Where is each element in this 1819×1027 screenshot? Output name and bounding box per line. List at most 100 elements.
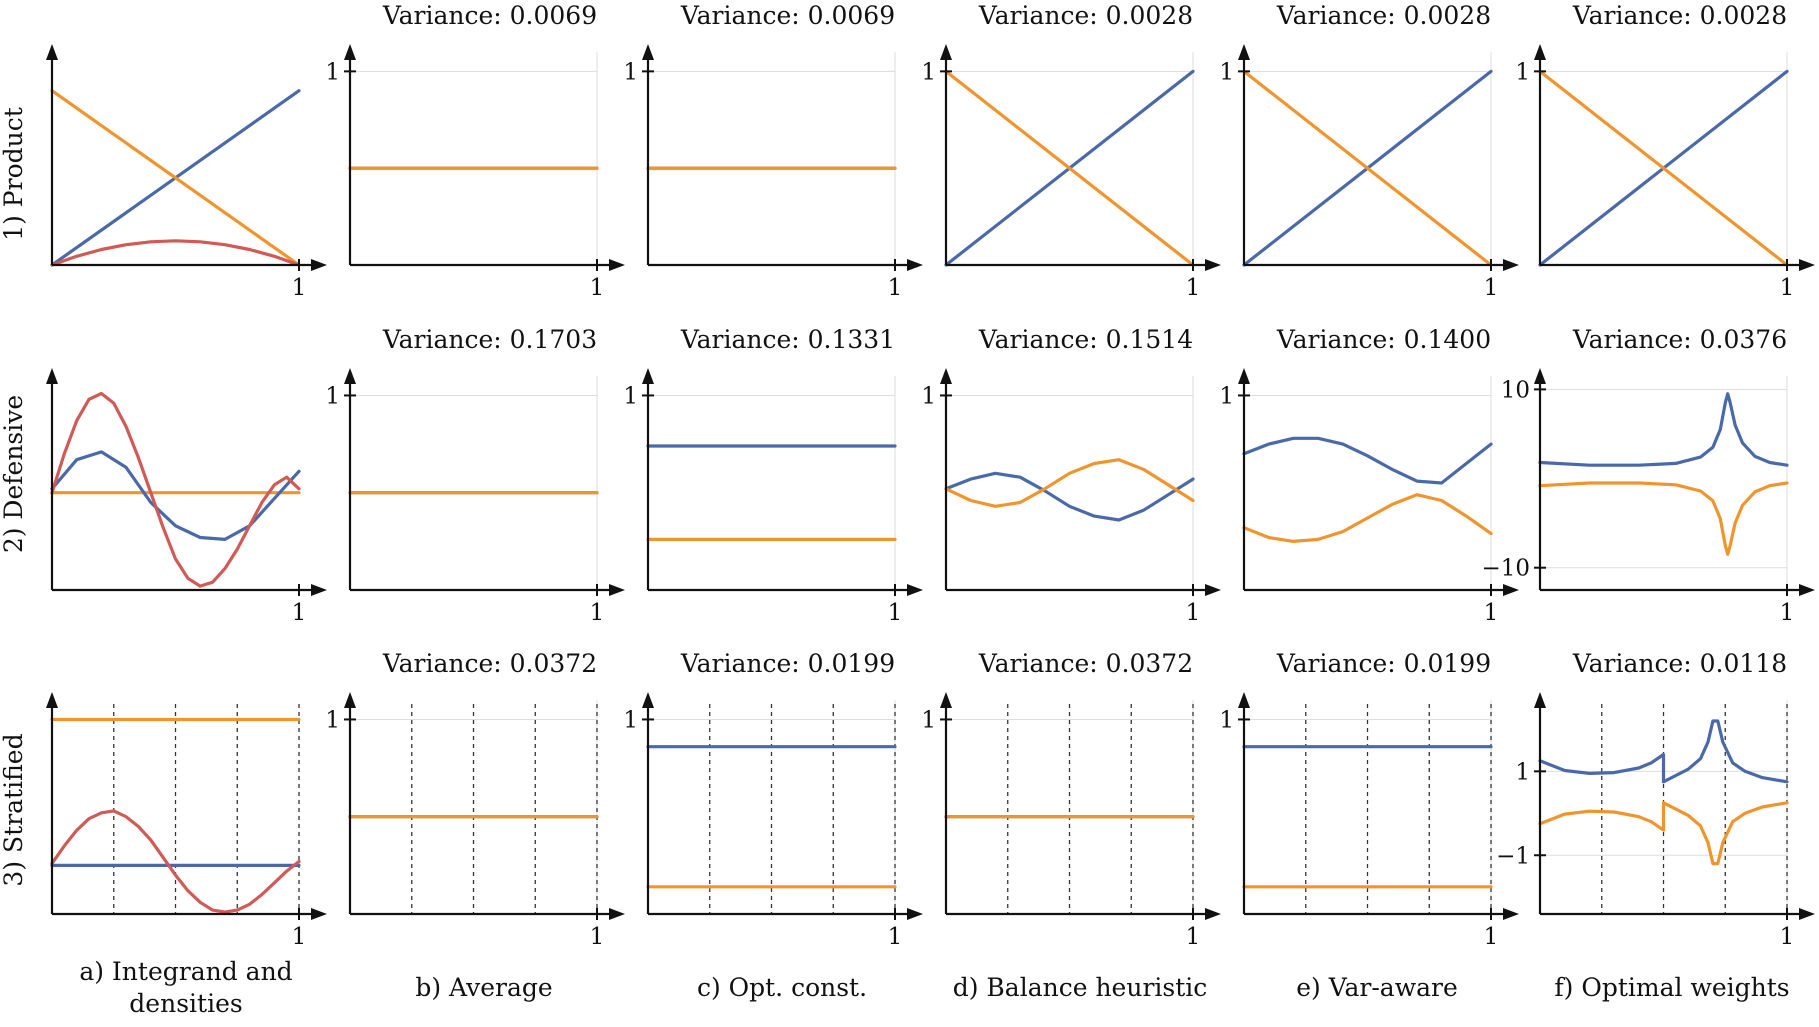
panel-2c-y-tick-label-0: 1 <box>623 383 638 409</box>
panel-3f: Variance: 0.0118 1 1 −1 <box>1496 649 1815 950</box>
panel-3a-x-tick-label-0: 1 <box>292 924 307 950</box>
row-label-defensive: 2) Defensive <box>0 395 28 553</box>
panel-3c: Variance: 0.0199 1 1 <box>623 649 923 950</box>
panel-2c-variance-title: Variance: 0.1331 <box>680 325 895 354</box>
panel-3e-x-axis-arrowhead <box>1503 908 1519 920</box>
panel-2b-y-axis-arrowhead <box>344 368 356 384</box>
panel-1f-x-tick-label-0: 1 <box>1780 275 1795 301</box>
panel-3f-y-tick-label-1: −1 <box>1496 843 1530 869</box>
panel-2a-y-axis-arrowhead <box>46 368 58 384</box>
panel-2a: 1 <box>46 368 327 626</box>
panel-3f-series-orange <box>1538 801 1789 866</box>
panel-2c-y-axis-arrowhead <box>642 368 654 384</box>
panel-3f-x-tick-label-0: 1 <box>1780 924 1795 950</box>
column-label-optimal-weights: f) Optimal weights <box>1554 973 1789 1002</box>
panel-1c-x-axis-arrowhead <box>907 259 923 271</box>
panel-2e-series-orange <box>1242 493 1493 544</box>
panel-3c-y-axis-arrowhead <box>642 692 654 708</box>
panel-3b-x-tick-label-0: 1 <box>590 924 605 950</box>
panel-2e-series-blue <box>1242 436 1493 485</box>
panel-1a-x-tick-label-0: 1 <box>292 275 307 301</box>
panel-1e-x-tick-label-0: 1 <box>1484 275 1499 301</box>
column-label-integrand-line1: a) Integrand and <box>79 957 292 986</box>
panel-1d: Variance: 0.0028 1 1 <box>921 1 1221 301</box>
column-label-integrand-line2: densities <box>129 989 242 1018</box>
panel-2f-x-tick-label-0: 1 <box>1780 600 1795 626</box>
panel-1d-x-axis-arrowhead <box>1205 259 1221 271</box>
panel-3b: Variance: 0.0372 1 1 <box>325 649 625 950</box>
panel-3a: 1 <box>46 692 327 950</box>
panel-2d: Variance: 0.1514 1 1 <box>921 325 1221 626</box>
panel-1c-variance-title: Variance: 0.0069 <box>680 1 895 30</box>
panel-3d: Variance: 0.0372 1 1 <box>921 649 1221 950</box>
panel-1e-y-tick-label-0: 1 <box>1219 59 1234 85</box>
panel-3c-x-axis-arrowhead <box>907 908 923 920</box>
panel-2a-x-tick-label-0: 1 <box>292 600 307 626</box>
panel-2d-y-tick-label-0: 1 <box>921 383 936 409</box>
column-label-balance-heuristic: d) Balance heuristic <box>953 973 1208 1002</box>
panel-3a-y-axis-arrowhead <box>46 692 58 708</box>
panel-3f-variance-title: Variance: 0.0118 <box>1572 649 1787 678</box>
panel-2d-series-orange <box>944 458 1195 508</box>
panel-1e-x-axis-arrowhead <box>1503 259 1519 271</box>
column-label-average: b) Average <box>415 973 552 1002</box>
panel-2d-x-axis-arrowhead <box>1205 584 1221 596</box>
panel-3e-y-axis-arrowhead <box>1238 692 1250 708</box>
panel-1b-y-axis-arrowhead <box>344 44 356 60</box>
panel-2b-x-tick-label-0: 1 <box>590 600 605 626</box>
panel-1f-variance-title: Variance: 0.0028 <box>1572 1 1787 30</box>
panel-1f-y-axis-arrowhead <box>1534 44 1546 60</box>
panel-2f-series-blue <box>1538 392 1789 467</box>
panel-3d-x-axis-arrowhead <box>1205 908 1221 920</box>
panel-2c-x-tick-label-0: 1 <box>888 600 903 626</box>
panel-3c-x-tick-label-0: 1 <box>888 924 903 950</box>
panel-2c-x-axis-arrowhead <box>907 584 923 596</box>
panel-3f-y-tick-label-0: 1 <box>1515 759 1530 785</box>
panel-3d-x-tick-label-0: 1 <box>1186 924 1201 950</box>
panel-3f-series-blue <box>1538 719 1789 784</box>
panel-1d-variance-title: Variance: 0.0028 <box>978 1 1193 30</box>
panel-3f-y-axis-arrowhead <box>1534 692 1546 708</box>
panel-1e-series-orange <box>1242 69 1493 267</box>
panel-2e-y-axis-arrowhead <box>1238 368 1250 384</box>
panel-2f-y-axis-arrowhead <box>1534 368 1546 384</box>
panel-1b: Variance: 0.0069 1 1 <box>325 1 625 301</box>
panel-2c: Variance: 0.1331 1 1 <box>623 325 923 626</box>
panel-1c-y-axis-arrowhead <box>642 44 654 60</box>
panel-1e-variance-title: Variance: 0.0028 <box>1276 1 1491 30</box>
row-label-stratified: 3) Stratified <box>0 733 28 886</box>
panel-2d-y-axis-arrowhead <box>940 368 952 384</box>
column-label-opt-const: c) Opt. const. <box>697 973 867 1002</box>
panel-2d-x-tick-label-0: 1 <box>1186 600 1201 626</box>
panel-1f: Variance: 0.0028 1 1 <box>1515 1 1815 301</box>
panel-3b-variance-title: Variance: 0.0372 <box>382 649 597 678</box>
panel-2d-variance-title: Variance: 0.1514 <box>978 325 1193 354</box>
row-label-product: 1) Product <box>0 107 28 241</box>
panel-2b-x-axis-arrowhead <box>609 584 625 596</box>
panel-1b-y-tick-label-0: 1 <box>325 59 340 85</box>
panel-1a-x-axis-arrowhead <box>311 259 327 271</box>
panel-1a-y-axis-arrowhead <box>46 44 58 60</box>
panel-2e-variance-title: Variance: 0.1400 <box>1276 325 1491 354</box>
panel-2a-x-axis-arrowhead <box>311 584 327 596</box>
panel-1d-y-tick-label-0: 1 <box>921 59 936 85</box>
panel-3a-series-red <box>50 809 301 914</box>
panel-1d-x-tick-label-0: 1 <box>1186 275 1201 301</box>
panel-2d-series-blue <box>944 471 1195 522</box>
panel-1d-series-orange <box>944 69 1195 267</box>
panel-3b-y-axis-arrowhead <box>344 692 356 708</box>
panel-1d-y-axis-arrowhead <box>940 44 952 60</box>
column-labels: a) Integrand and densities b) Average c)… <box>79 957 1789 1018</box>
panel-2f-y-tick-label-0: 10 <box>1501 377 1530 403</box>
panel-1c-x-tick-label-0: 1 <box>888 275 903 301</box>
panel-3c-y-tick-label-0: 1 <box>623 707 638 733</box>
panel-3d-y-axis-arrowhead <box>940 692 952 708</box>
panel-3b-x-axis-arrowhead <box>609 908 625 920</box>
panel-3e-y-tick-label-0: 1 <box>1219 707 1234 733</box>
panel-3e: Variance: 0.0199 1 1 <box>1219 649 1519 950</box>
panel-2e-x-axis-arrowhead <box>1503 584 1519 596</box>
panel-1a: 1 <box>46 44 327 301</box>
panel-2b: Variance: 0.1703 1 1 <box>325 325 625 626</box>
